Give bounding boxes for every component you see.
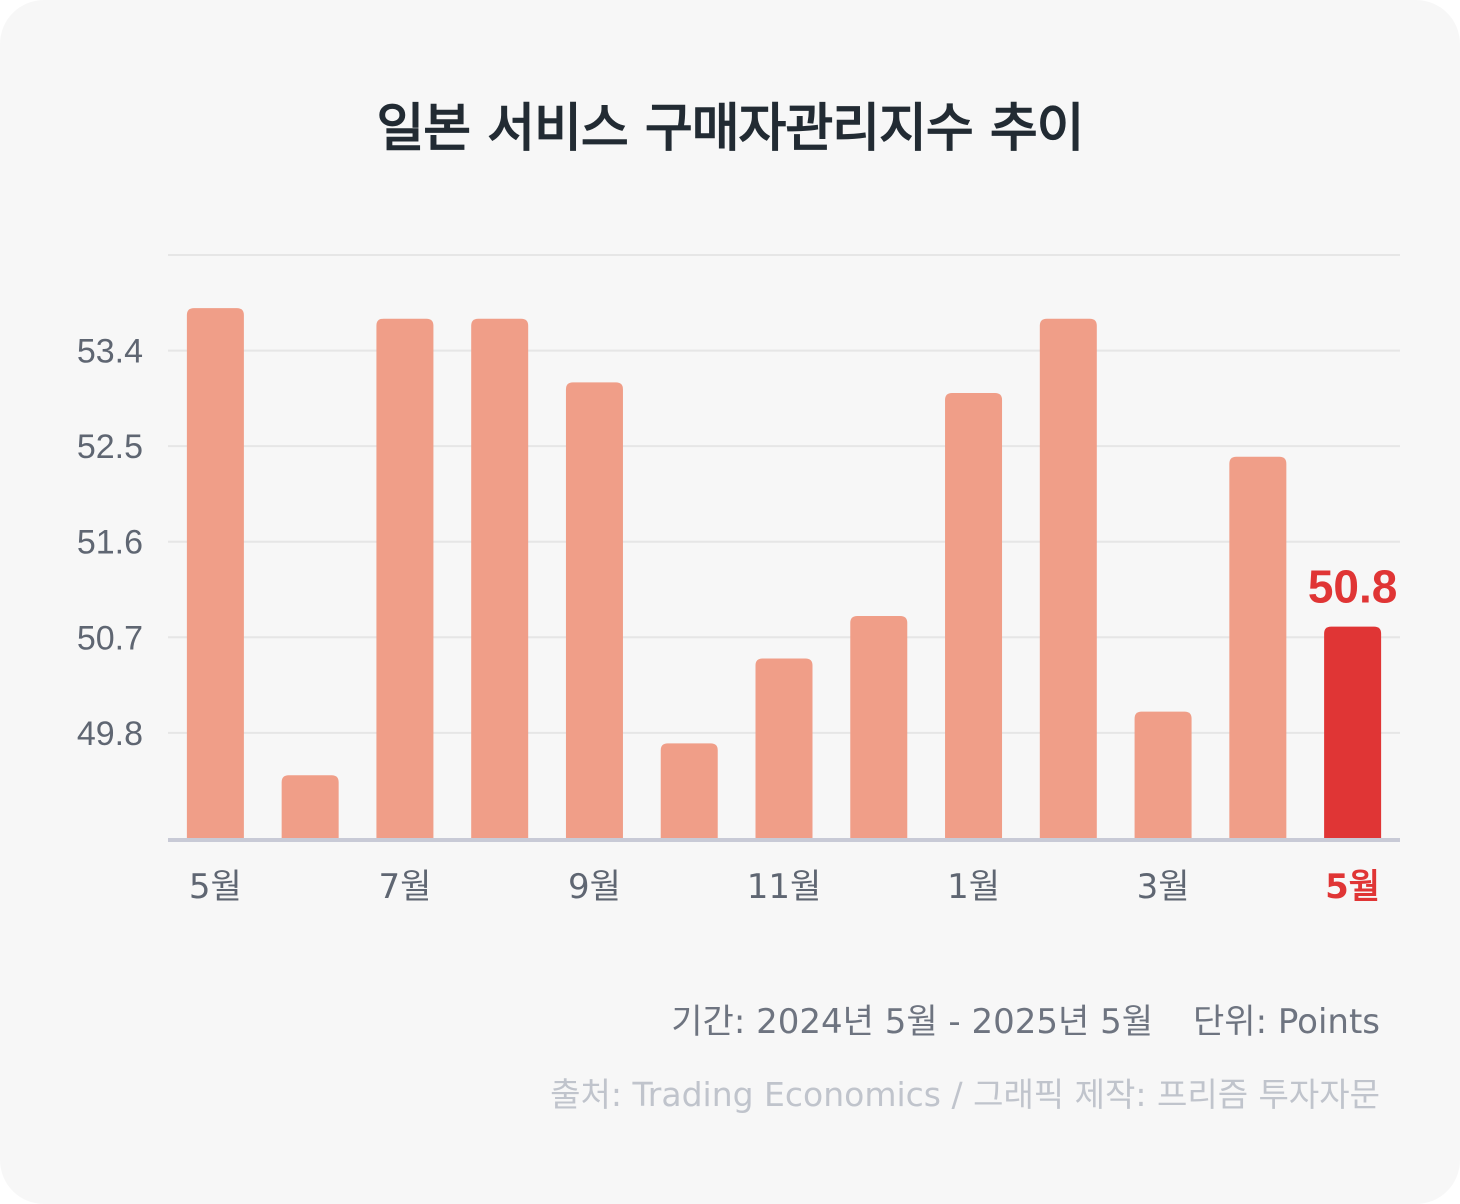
bar <box>1229 456 1287 839</box>
x-tick-label: 9월 <box>568 867 621 907</box>
bar <box>565 382 623 839</box>
bar <box>186 308 244 839</box>
bar <box>1134 711 1192 839</box>
source-credit: 출처: Trading Economics / 그래픽 제작: 프리즘 투자자문 <box>550 1075 1380 1114</box>
chart-title: 일본 서비스 구매자관리지수 추이 <box>376 99 1084 159</box>
x-tick-label: 11월 <box>747 867 822 907</box>
x-tick-label: 7월 <box>378 867 431 907</box>
y-tick-label: 53.4 <box>77 333 143 371</box>
data-label-highlight: 50.8 <box>1308 561 1398 613</box>
y-tick-label: 52.5 <box>77 428 143 466</box>
y-tick-label: 51.6 <box>77 524 143 562</box>
bar <box>376 318 434 839</box>
x-tick-label: 5월 <box>189 867 242 907</box>
period-unit-note: 기간: 2024년 5월 - 2025년 5월 단위: Points <box>671 994 1380 1043</box>
unit-label: 단위: Points <box>1193 1002 1380 1042</box>
bar <box>755 658 813 839</box>
bar <box>945 393 1003 839</box>
bar <box>660 743 718 839</box>
x-tick-label: 5월 <box>1325 867 1380 907</box>
y-tick-label: 49.8 <box>77 715 143 753</box>
x-tick-label: 3월 <box>1137 867 1190 907</box>
bar-chart: 49.8 50.7 51.6 52.5 53.4 5월 7월 9월 11월 1월 3월 5월 50.8 <box>77 254 1400 907</box>
bar <box>850 616 908 839</box>
y-tick-label: 50.7 <box>77 619 143 657</box>
period-label: 기간: 2024년 5월 - 2025년 5월 <box>671 1002 1154 1042</box>
bar <box>1039 318 1097 839</box>
x-tick-label: 1월 <box>947 867 1000 907</box>
bar-highlight <box>1324 626 1382 839</box>
bar <box>471 318 529 839</box>
bar <box>281 775 339 839</box>
